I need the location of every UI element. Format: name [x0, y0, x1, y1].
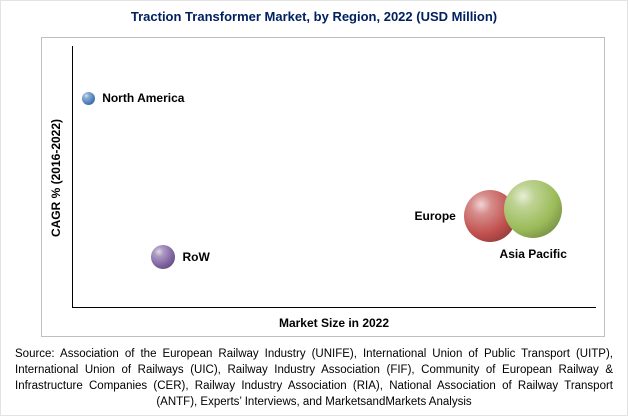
bubble-label-asia-pacific: Asia Pacific — [499, 247, 567, 262]
y-axis-title: CAGR % (2016-2022) — [49, 118, 63, 238]
bubble-north-america — [82, 91, 96, 105]
chart-frame: CAGR % (2016-2022) North America RoW Europ… — [41, 37, 605, 337]
source-text: Source: Association of the European Rail… — [15, 348, 613, 408]
bubble-asia-pacific — [504, 180, 563, 239]
plot-area: North America RoW Europe Asia Pacific — [72, 46, 596, 308]
chart-title: Traction Transformer Market, by Region, … — [130, 9, 498, 24]
bubble-label-europe: Europe — [414, 208, 456, 223]
x-axis-title: Market Size in 2022 — [278, 316, 390, 330]
bubble-label-row: RoW — [182, 250, 210, 265]
bubble-label-north-america: North America — [102, 91, 185, 106]
bubble-row — [151, 245, 176, 270]
